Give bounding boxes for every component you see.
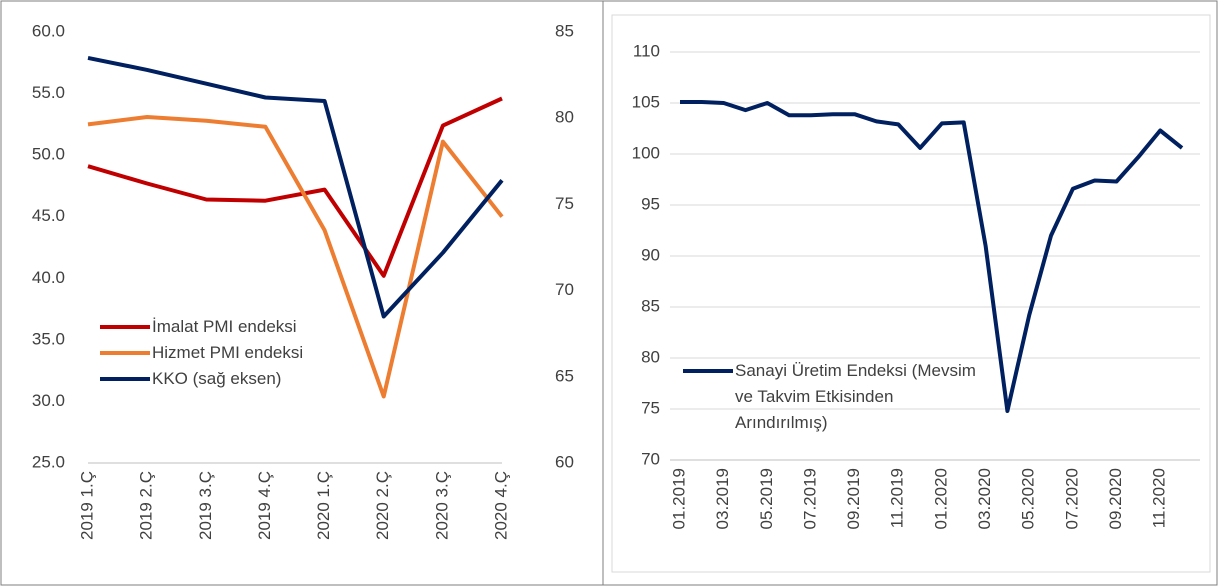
x-tick-label: 2020 1.Ç: [314, 471, 333, 540]
x-tick-label: 2020 2.Ç: [373, 471, 392, 540]
y-tick-label: 55.0: [32, 83, 65, 102]
x-tick-label: 09.2019: [844, 468, 863, 529]
series-line: [87, 55, 504, 319]
y-tick-label: 95: [641, 194, 660, 213]
legend-swatch: [100, 325, 150, 329]
series-line: [87, 96, 503, 278]
panel-border: [602, 0, 1218, 586]
y-tick-label: 80: [641, 347, 660, 366]
x-tick-label: 09.2020: [1106, 468, 1125, 529]
x-tick-label: 2019 4.Ç: [255, 471, 274, 540]
y-tick-label: 70: [641, 449, 660, 468]
y-tick-label: 35.0: [32, 329, 65, 348]
legend: Sanayi Üretim Endeksi (Mevsim ve Takvim …: [683, 358, 983, 436]
y-tick-label: 90: [641, 245, 660, 264]
y-tick-label: 30.0: [32, 391, 65, 410]
x-tick-label: 2019 1.Ç: [77, 471, 96, 540]
x-tick-label: 07.2019: [800, 468, 819, 529]
legend-item: Hizmet PMI endeksi: [100, 340, 310, 366]
y2-tick-label: 85: [555, 21, 574, 40]
x-tick-label: 2019 3.Ç: [196, 471, 215, 540]
y-tick-label: 50.0: [32, 145, 65, 164]
x-tick-label: 2020 4.Ç: [491, 471, 510, 540]
x-tick-label: 05.2020: [1019, 468, 1038, 529]
legend-swatch: [100, 377, 150, 381]
series-line: [87, 115, 504, 399]
y-tick-label: 45.0: [32, 206, 65, 225]
x-tick-label: 01.2019: [669, 468, 688, 529]
legend-item: KKO (sağ eksen): [100, 366, 310, 392]
legend-swatch: [683, 369, 733, 373]
x-tick-label: 11.2019: [888, 468, 907, 528]
y-tick-label: 75: [641, 398, 660, 417]
legend-label: Hizmet PMI endeksi: [152, 343, 304, 362]
y-tick-label: 100: [632, 143, 660, 162]
y-tick-label: 40.0: [32, 268, 65, 287]
y2-tick-label: 80: [555, 108, 574, 127]
y-tick-label: 105: [632, 92, 660, 111]
y-tick-label: 25.0: [32, 452, 65, 471]
y2-tick-label: 70: [555, 280, 574, 299]
legend-item: Sanayi Üretim Endeksi (Mevsim ve Takvim …: [683, 358, 983, 436]
legend-label: İmalat PMI endeksi: [152, 317, 297, 336]
legend-label: KKO (sağ eksen): [152, 369, 282, 388]
x-tick-label: 05.2019: [757, 468, 776, 529]
x-tick-label: 03.2019: [713, 468, 732, 529]
x-tick-label: 2020 3.Ç: [432, 471, 451, 540]
legend-swatch: [100, 351, 150, 355]
plot-frame: [611, 14, 1211, 573]
y-tick-label: 85: [641, 296, 660, 315]
x-tick-label: 2019 2.Ç: [137, 471, 156, 540]
x-tick-label: 07.2020: [1062, 468, 1081, 529]
y2-tick-label: 60: [555, 452, 574, 471]
y-tick-label: 110: [633, 41, 660, 60]
legend: İmalat PMI endeksi Hizmet PMI endeksi KKO …: [100, 314, 310, 392]
y-tick-label: 60.0: [32, 21, 65, 40]
x-tick-label: 03.2020: [975, 468, 994, 529]
legend-item: İmalat PMI endeksi: [100, 314, 310, 340]
y2-tick-label: 65: [555, 366, 574, 385]
y2-tick-label: 75: [555, 194, 574, 213]
x-tick-label: 01.2020: [931, 468, 950, 529]
x-tick-label: 11.2020: [1150, 468, 1169, 528]
legend-label: Sanayi Üretim Endeksi (Mevsim ve Takvim …: [735, 361, 976, 432]
series-line: [680, 100, 1184, 413]
